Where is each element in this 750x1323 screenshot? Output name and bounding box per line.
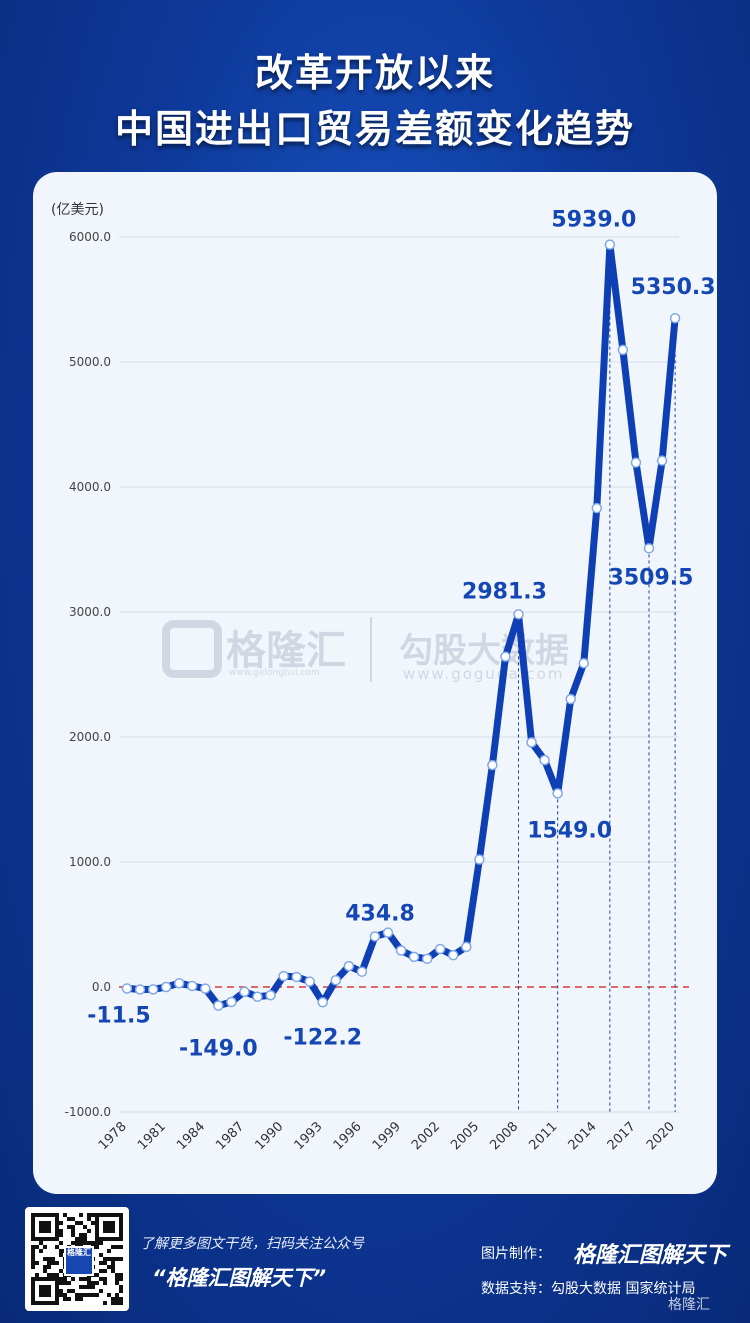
brand-quote: “格隆汇图解天下” [152,1266,327,1290]
y-tick-label: 5000.0 [69,355,111,369]
y-unit-label: (亿美元) [51,202,104,218]
x-tick-label: 2011 [526,1119,560,1153]
y-tick-label: 3000.0 [69,605,111,619]
data-point [356,966,368,977]
data-point [317,997,328,1008]
data-point [461,941,472,953]
made-by-label: 图片制作： [481,1246,551,1262]
data-point [656,455,668,466]
x-tick-label: 2020 [644,1119,678,1153]
data-label: 5350.3 [631,275,716,300]
data-point [265,990,276,1001]
data-point [552,788,563,799]
x-tick-label: 2008 [487,1119,521,1153]
y-tick-label: 1000.0 [69,855,111,869]
data-point [448,949,459,961]
data-label: 3509.5 [609,565,694,590]
data-point [291,971,302,983]
data-point [669,312,681,324]
watermark-url-left: www.gelonghui.com [229,668,320,678]
data-point [630,457,642,468]
data-point [643,543,655,554]
x-tick-label: 1990 [252,1119,286,1153]
data-label: -11.5 [87,1003,150,1028]
x-tick-label: 1978 [96,1119,130,1153]
data-point [539,754,550,766]
data-point [617,344,629,356]
qr-center-logo: 格隆汇 [64,1246,94,1276]
y-tick-label: 2000.0 [69,730,111,744]
data-point [187,980,198,992]
data-point [147,984,159,995]
data-point [173,977,185,989]
data-label: 1549.0 [527,818,612,843]
y-tick-label: 6000.0 [69,230,111,244]
data-point [160,981,172,993]
x-tick-label: 1981 [135,1119,169,1153]
data-point [513,609,524,620]
data-point [500,651,511,662]
data-label: -122.2 [283,1025,362,1050]
data-point [134,984,146,995]
data-point [474,854,485,865]
y-tick-label: 4000.0 [69,480,111,494]
data-point [565,693,576,705]
title-line-1: 改革开放以来 [254,51,495,95]
watermark-logo-icon [162,620,222,678]
data-point [278,970,289,982]
data-point [578,657,589,669]
data-point [382,927,394,938]
chart-card: 格隆汇 www.gelonghui.com 勾股大数据 www.goguda.c… [33,172,717,1194]
data-point [369,931,381,942]
data-point [408,951,420,963]
data-point [421,953,433,965]
data-point [213,1000,224,1011]
x-tick-label: 1999 [370,1119,404,1153]
y-tick-label: 0.0 [92,980,111,994]
x-tick-label: 2014 [566,1119,600,1153]
watermark-url-right: www.goguda.com [403,665,564,683]
scan-tip: 了解更多图文干货，扫码关注公众号 [140,1236,364,1252]
data-point [226,996,237,1008]
corner-logo: 格隆汇 [668,1297,710,1313]
data-label: 434.8 [345,902,415,927]
x-tick-label: 1984 [174,1119,208,1153]
x-tick-label: 2002 [409,1119,443,1153]
y-tick-label: -1000.0 [65,1105,111,1119]
data-point [252,991,263,1002]
data-point [526,737,537,748]
data-point [200,983,211,994]
data-label: -149.0 [179,1037,258,1062]
watermark-brand-left: 格隆汇 [226,628,346,674]
qr-code[interactable]: 格隆汇 [25,1207,129,1311]
data-point [487,759,498,771]
data-source: 数据支持：勾股大数据 国家统计局 [481,1281,696,1297]
data-label: 2981.3 [462,579,547,604]
x-tick-label: 2017 [605,1119,639,1153]
data-point [304,976,315,987]
data-label: 5939.0 [551,208,636,233]
data-point [434,943,446,955]
trade-balance-chart: 格隆汇 www.gelonghui.com 勾股大数据 www.goguda.c… [51,202,716,1153]
data-point [239,986,250,997]
title-line-2: 中国进出口贸易差额变化趋势 [114,107,635,151]
watermark-brand-right: 勾股大数据 [399,631,569,671]
x-tick-label: 1993 [292,1119,326,1153]
made-by-value: 格隆汇图解天下 [573,1243,728,1268]
data-point [343,960,355,972]
data-point [330,975,342,986]
data-point [121,983,133,994]
x-tick-label: 1996 [331,1119,365,1153]
x-tick-label: 2005 [448,1119,482,1153]
data-point [604,239,616,250]
data-point [591,502,603,514]
data-point [395,945,407,956]
x-tick-label: 1987 [213,1119,247,1153]
